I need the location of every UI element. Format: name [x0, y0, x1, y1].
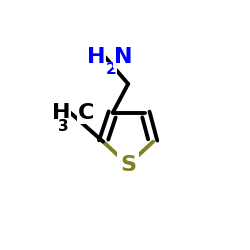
Text: 2: 2 — [106, 62, 117, 77]
Text: H: H — [86, 47, 105, 67]
Text: S: S — [120, 155, 136, 175]
Text: N: N — [114, 47, 132, 67]
Text: 3: 3 — [58, 118, 68, 134]
Text: C: C — [78, 103, 94, 123]
Text: H: H — [52, 103, 70, 123]
